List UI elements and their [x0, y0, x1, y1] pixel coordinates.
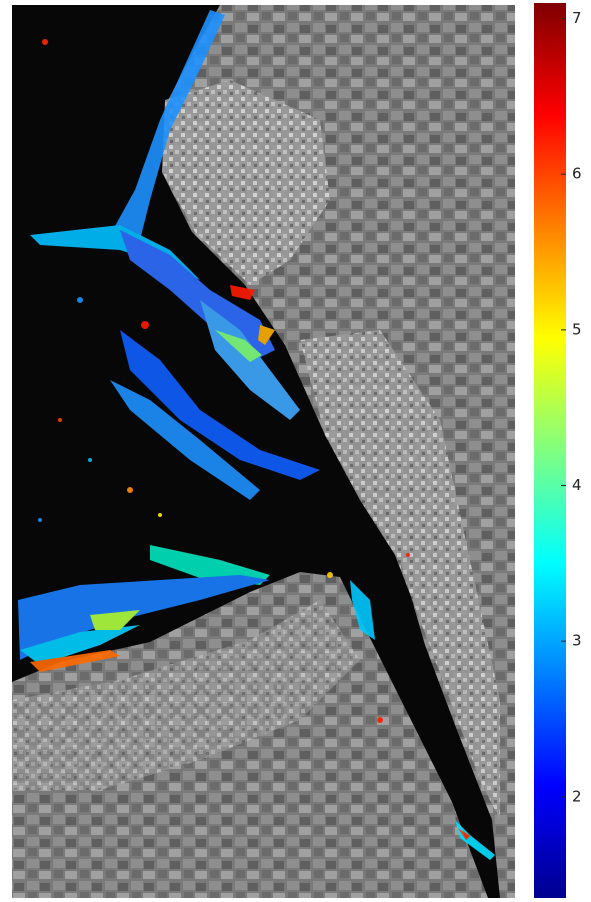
page: 2 3 4 5 6 7: [0, 0, 591, 902]
colorbar-tick-label: 5: [572, 320, 582, 338]
colorbar: [534, 3, 566, 898]
colorbar-tick-label: 7: [572, 9, 582, 27]
colorbar-tick-label: 6: [572, 165, 582, 183]
satellite-image: [12, 5, 515, 898]
colorbar-tick-label: 2: [572, 787, 582, 805]
colorbar-tick-label: 4: [572, 476, 582, 494]
colorbar-tick-label: 3: [572, 632, 582, 650]
